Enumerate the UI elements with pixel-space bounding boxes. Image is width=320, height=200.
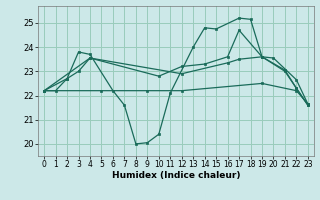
X-axis label: Humidex (Indice chaleur): Humidex (Indice chaleur): [112, 171, 240, 180]
